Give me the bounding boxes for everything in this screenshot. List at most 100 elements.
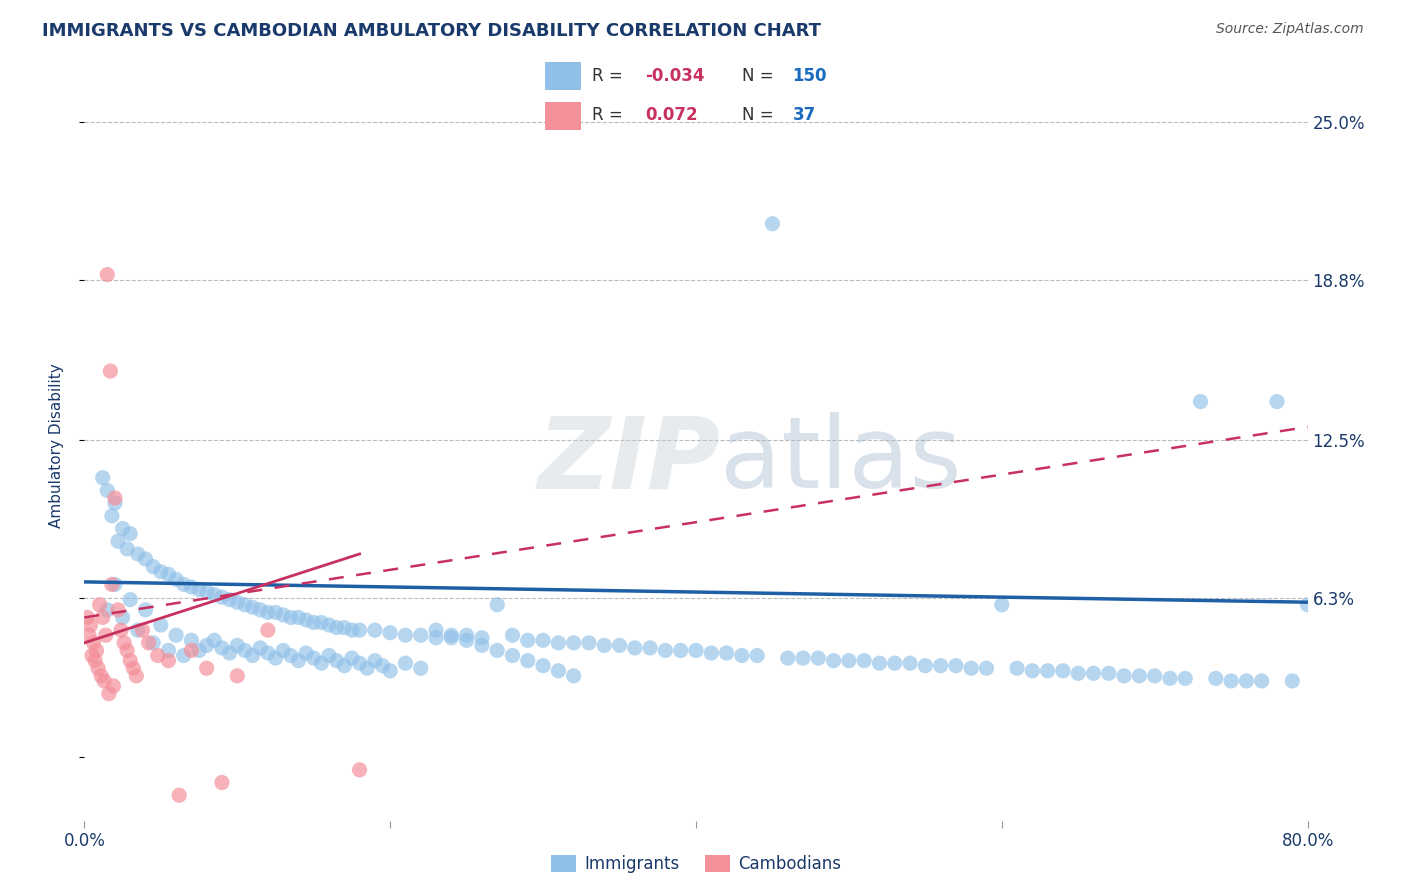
- Point: [211, 775, 233, 789]
- Point: [945, 658, 967, 673]
- Point: [91, 610, 114, 624]
- Point: [531, 633, 554, 648]
- Point: [311, 615, 333, 630]
- Point: [516, 633, 538, 648]
- Point: [700, 646, 723, 660]
- Point: [79, 618, 101, 632]
- Point: [1220, 673, 1243, 688]
- Point: [93, 673, 115, 688]
- Point: [264, 606, 287, 620]
- Point: [1143, 669, 1166, 683]
- Point: [195, 661, 218, 675]
- Point: [364, 654, 387, 668]
- Point: [295, 613, 318, 627]
- Point: [149, 565, 172, 579]
- Point: [1189, 394, 1212, 409]
- Point: [287, 654, 309, 668]
- Point: [976, 661, 998, 675]
- Point: [83, 636, 105, 650]
- Y-axis label: Ambulatory Disability: Ambulatory Disability: [49, 364, 63, 528]
- Point: [853, 654, 876, 668]
- Point: [440, 628, 463, 642]
- Point: [202, 588, 225, 602]
- Point: [380, 664, 402, 678]
- Point: [180, 633, 202, 648]
- Point: [302, 651, 325, 665]
- Point: [157, 654, 180, 668]
- Point: [80, 648, 103, 663]
- Point: [1005, 661, 1028, 675]
- Point: [311, 656, 333, 670]
- Point: [1236, 673, 1258, 688]
- Point: [1281, 673, 1303, 688]
- Point: [249, 640, 271, 655]
- Point: [593, 639, 616, 653]
- Point: [96, 603, 118, 617]
- Point: [898, 656, 921, 670]
- Point: [609, 639, 631, 653]
- Point: [96, 483, 118, 498]
- Point: [776, 651, 799, 665]
- Point: [122, 661, 145, 675]
- Point: [111, 610, 134, 624]
- Point: [142, 636, 165, 650]
- Point: [111, 522, 134, 536]
- Point: [547, 664, 569, 678]
- Point: [1067, 666, 1090, 681]
- Point: [157, 643, 180, 657]
- Point: [1098, 666, 1121, 681]
- Point: [792, 651, 814, 665]
- Point: [669, 643, 692, 657]
- Text: R =: R =: [592, 68, 623, 86]
- Point: [94, 628, 117, 642]
- Text: -0.034: -0.034: [645, 68, 704, 86]
- Point: [226, 595, 249, 609]
- Point: [120, 592, 142, 607]
- Point: [318, 648, 340, 663]
- Point: [761, 217, 783, 231]
- Point: [135, 603, 157, 617]
- Point: [409, 628, 432, 642]
- Point: [138, 636, 160, 650]
- Point: [149, 618, 172, 632]
- Point: [242, 648, 264, 663]
- Point: [364, 623, 387, 637]
- Point: [120, 654, 142, 668]
- Legend: Immigrants, Cambodians: Immigrants, Cambodians: [544, 848, 848, 880]
- Point: [233, 643, 256, 657]
- Text: IMMIGRANTS VS CAMBODIAN AMBULATORY DISABILITY CORRELATION CHART: IMMIGRANTS VS CAMBODIAN AMBULATORY DISAB…: [42, 22, 821, 40]
- Point: [195, 585, 218, 599]
- Point: [125, 669, 148, 683]
- Point: [869, 656, 891, 670]
- FancyBboxPatch shape: [546, 62, 581, 90]
- Point: [929, 658, 952, 673]
- Point: [127, 547, 149, 561]
- Point: [271, 607, 294, 622]
- Point: [883, 656, 905, 670]
- Point: [1083, 666, 1105, 681]
- Point: [823, 654, 845, 668]
- Point: [1296, 598, 1319, 612]
- Point: [562, 669, 585, 683]
- Point: [142, 559, 165, 574]
- Point: [87, 661, 110, 675]
- Point: [271, 643, 294, 657]
- Text: R =: R =: [592, 106, 623, 124]
- Point: [257, 606, 280, 620]
- Point: [380, 625, 402, 640]
- Point: [333, 621, 356, 635]
- Point: [165, 628, 187, 642]
- Point: [287, 610, 309, 624]
- Point: [173, 648, 195, 663]
- Point: [146, 648, 169, 663]
- Point: [1205, 672, 1227, 686]
- Point: [135, 552, 157, 566]
- Point: [104, 491, 127, 505]
- Point: [101, 577, 124, 591]
- Point: [167, 789, 190, 803]
- Point: [349, 763, 371, 777]
- Point: [747, 648, 769, 663]
- Point: [188, 582, 211, 597]
- Point: [188, 643, 211, 657]
- Point: [249, 603, 271, 617]
